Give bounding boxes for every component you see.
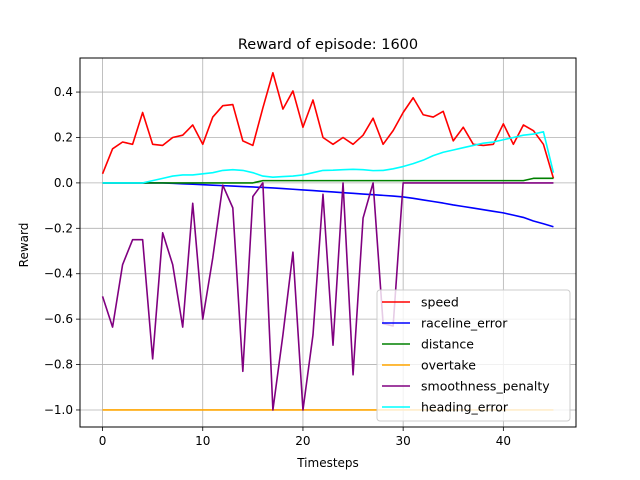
legend-label-smoothness-penalty: smoothness_penalty: [421, 379, 550, 394]
series-line-distance: [102, 177, 554, 184]
series-lines: [101, 71, 555, 411]
axis-ticks: 0 10 20 30 40 −1.0 −0.8 −0.6 −0.4 −0.2 0.0 0.2 0.4: [44, 85, 511, 448]
x-tick-label: 30: [396, 434, 411, 448]
series-line-heading-error: [102, 131, 555, 184]
x-tick-label: 40: [496, 434, 511, 448]
chart-title: Reward of episode: 1600: [238, 37, 418, 53]
y-tick-label: −0.6: [44, 312, 73, 326]
y-tick-label: −1.0: [44, 403, 73, 417]
y-tick-label: −0.2: [44, 221, 73, 235]
legend-label-overtake: overtake: [421, 358, 476, 373]
legend-label-heading-error: heading_error: [421, 400, 509, 415]
plot-area-frame: [79, 57, 577, 428]
legend-box: [376, 289, 571, 422]
x-tick-label: 10: [195, 434, 210, 448]
y-tick-label: 0.0: [54, 176, 73, 190]
legend: speed raceline_error distance overtake smoot…: [376, 289, 571, 422]
legend-label-speed: speed: [421, 295, 459, 310]
x-axis-label: Timesteps: [296, 456, 359, 470]
y-tick-label: 0.4: [54, 85, 73, 99]
y-axis-label: Reward: [17, 223, 31, 268]
legend-label-distance: distance: [421, 337, 474, 352]
y-tick-label: −0.8: [44, 358, 73, 372]
x-tick-label: 20: [295, 434, 310, 448]
y-tick-label: −0.4: [44, 267, 73, 281]
x-tick-label: 0: [99, 434, 107, 448]
series-line-smoothness-penalty: [101, 182, 554, 411]
legend-label-raceline-error: raceline_error: [421, 316, 508, 331]
y-tick-label: 0.2: [54, 130, 73, 144]
